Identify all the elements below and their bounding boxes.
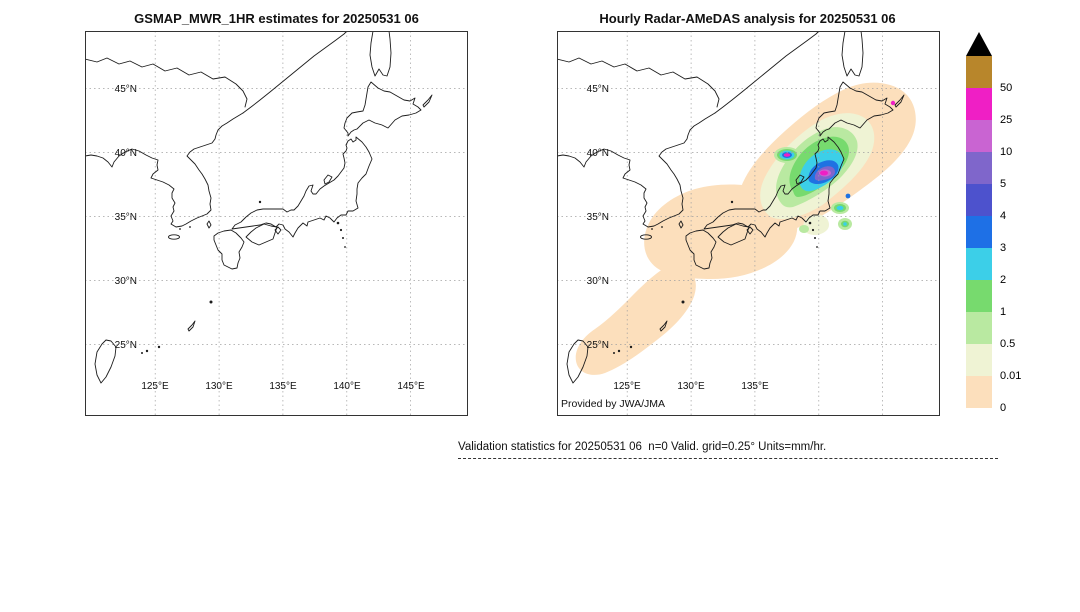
colorbar-label: 50 (1000, 82, 1013, 94)
lon-tick-label: 130°E (677, 381, 705, 392)
panel-radar: 45°N 40°N 35°N 30°N 25°N 125°E 130°E 135… (556, 30, 941, 421)
lat-tick-label: 25°N (587, 340, 609, 351)
map-gsmap: 45°N 40°N 35°N 30°N 25°N 125°E 130°E 135… (84, 30, 469, 417)
lon-tick-labels: 125°E 130°E 135°E 140°E 145°E (141, 381, 425, 392)
colorbar-label: 0.5 (1000, 338, 1016, 350)
lat-tick-label: 40°N (115, 148, 137, 159)
lat-tick-label: 30°N (115, 276, 137, 287)
lat-tick-label: 40°N (587, 148, 609, 159)
gridlines (84, 30, 469, 417)
colorbar-segment (966, 344, 992, 376)
lat-tick-label: 45°N (587, 84, 609, 95)
colorbar-segment (966, 152, 992, 184)
lat-tick-label: 45°N (115, 84, 137, 95)
colorbar-segment (966, 248, 992, 280)
map-frame (557, 31, 940, 416)
lon-tick-label: 135°E (741, 381, 769, 392)
colorbar-label: 4 (1000, 210, 1007, 222)
lat-tick-labels: 45°N 40°N 35°N 30°N 25°N (587, 84, 609, 351)
lat-tick-label: 35°N (115, 212, 137, 223)
credit-label: Provided by JWA/JMA (561, 398, 665, 410)
colorbar-segment (966, 120, 992, 152)
colorbar-segment (966, 216, 992, 248)
caption: Validation statistics for 20250531 06 n=… (458, 441, 998, 459)
colorbar-segment (966, 56, 992, 88)
lon-tick-labels: 125°E 130°E 135°E (613, 381, 769, 392)
map-radar: 45°N 40°N 35°N 30°N 25°N 125°E 130°E 135… (556, 30, 941, 417)
colorbar-segment (966, 312, 992, 344)
colorbar-overflow-triangle-icon (966, 32, 992, 56)
colorbar-segment (966, 88, 992, 120)
lon-tick-label: 130°E (205, 381, 233, 392)
lat-tick-label: 35°N (587, 212, 609, 223)
colorbar-segment (966, 376, 992, 408)
colorbar-label: 0 (1000, 402, 1007, 414)
lat-tick-label: 30°N (587, 276, 609, 287)
panel-title-gsmap: GSMAP_MWR_1HR estimates for 20250531 06 (134, 11, 419, 26)
colorbar-segment (966, 184, 992, 216)
panel-gsmap: 45°N 40°N 35°N 30°N 25°N 125°E 130°E 135… (84, 30, 469, 421)
lon-tick-label: 135°E (269, 381, 297, 392)
colorbar-label: 1 (1000, 306, 1007, 318)
lon-tick-label: 140°E (333, 381, 361, 392)
colorbar-segments (966, 56, 992, 408)
lon-tick-label: 125°E (141, 381, 169, 392)
colorbar-label: 3 (1000, 242, 1007, 254)
precip-shading (575, 82, 916, 375)
panel-title-radar: Hourly Radar-AMeDAS analysis for 2025053… (599, 11, 896, 26)
map-frame (85, 31, 468, 416)
colorbar-segment (966, 280, 992, 312)
colorbar-label: 10 (1000, 146, 1013, 158)
lon-tick-label: 145°E (397, 381, 425, 392)
lat-tick-labels: 45°N 40°N 35°N 30°N 25°N (115, 84, 137, 351)
colorbar-label: 2 (1000, 274, 1007, 286)
lon-tick-label: 125°E (613, 381, 641, 392)
colorbar-labels: 50 25 10 5 4 3 2 1 0.5 0.01 0 (966, 32, 1021, 414)
coastline (84, 30, 433, 384)
lat-tick-label: 25°N (115, 340, 137, 351)
colorbar-label: 25 (1000, 114, 1013, 126)
colorbar: 50 25 10 5 4 3 2 1 0.5 0.01 0 (966, 32, 1021, 414)
colorbar-label: 0.01 (1000, 370, 1022, 382)
colorbar-label: 5 (1000, 178, 1007, 190)
